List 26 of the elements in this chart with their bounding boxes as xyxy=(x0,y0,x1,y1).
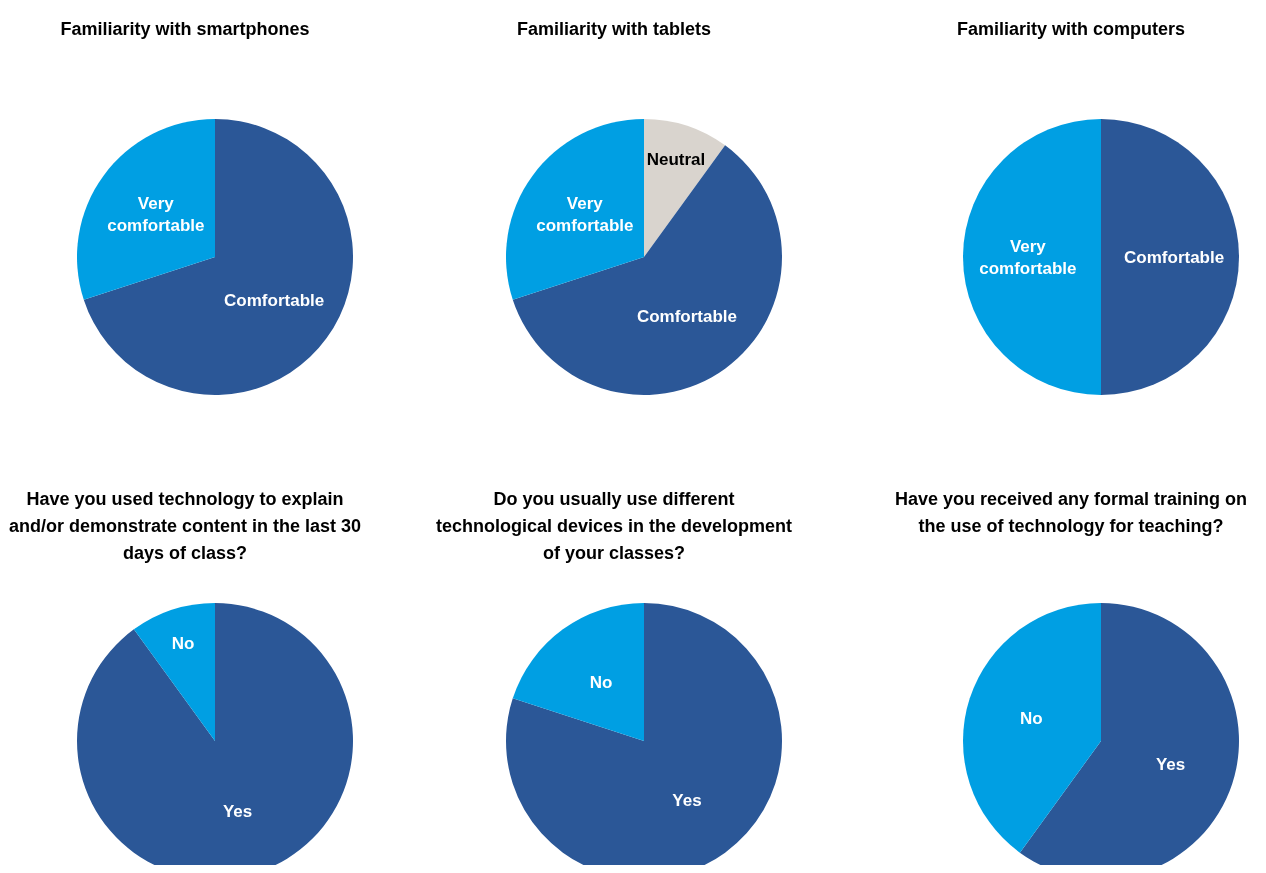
pie-slice xyxy=(83,119,353,395)
chart-title: Familiarity with computers xyxy=(955,18,1187,41)
pie-slice xyxy=(963,119,1101,395)
slice-label: Yes xyxy=(222,801,253,821)
slice-label: Yes xyxy=(1155,754,1186,774)
slice-label: Comfortable xyxy=(1124,247,1225,267)
slice-label: Very comfortable xyxy=(979,236,1077,278)
pie-slice xyxy=(644,119,726,257)
slice-label: Comfortable xyxy=(224,290,325,310)
chart-title: Have you used technology to explain and/or demonstrate content in the last 30 days of class? xyxy=(7,488,363,565)
pie-slice xyxy=(506,119,644,300)
slice-label: No xyxy=(1020,708,1043,728)
slice-label: Very comfortable xyxy=(536,193,634,235)
chart-title: Familiarity with smartphones xyxy=(59,18,311,41)
slice-label: No xyxy=(589,672,613,692)
slice-label: Neutral xyxy=(646,149,706,169)
slice-label: Yes xyxy=(672,790,702,810)
slice-label: No xyxy=(171,633,195,653)
pie-slice xyxy=(512,145,782,395)
chart-title: Do you usually use different technological devices in the development of your classes? xyxy=(434,488,794,565)
chart-title: Have you received any formal training on the use of technology for teaching? xyxy=(893,488,1249,538)
chart-title: Familiarity with tablets xyxy=(515,18,712,41)
slice-label: Comfortable xyxy=(636,306,738,326)
slice-label: Very comfortable xyxy=(107,193,205,235)
pie-slice xyxy=(77,119,215,300)
pie-slice xyxy=(1101,119,1239,395)
